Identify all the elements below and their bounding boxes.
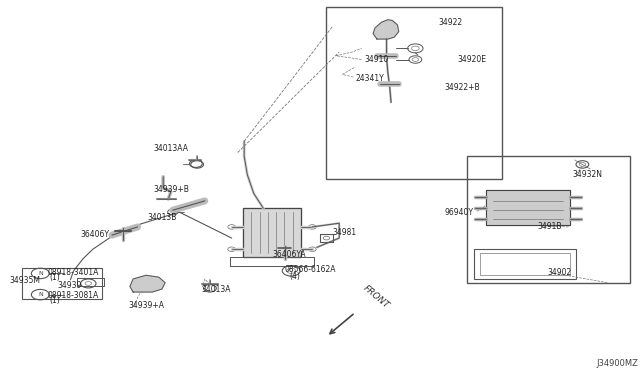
Text: 08566-6162A: 08566-6162A (285, 265, 336, 274)
Text: N: N (38, 271, 43, 276)
Text: N: N (38, 292, 43, 297)
Text: (1): (1) (49, 273, 60, 282)
Text: 34939+B: 34939+B (154, 185, 189, 194)
Text: 36406Y: 36406Y (80, 230, 109, 239)
Text: 34981: 34981 (333, 228, 357, 237)
Text: 34910: 34910 (365, 55, 389, 64)
Text: 34013A: 34013A (202, 285, 231, 294)
Text: 34922+B: 34922+B (445, 83, 481, 92)
Text: 34939: 34939 (58, 281, 82, 290)
Text: 08918-3081A: 08918-3081A (48, 291, 99, 300)
Text: 34932N: 34932N (573, 170, 603, 179)
Text: (4): (4) (289, 272, 300, 280)
Text: 34935M: 34935M (10, 276, 40, 285)
Text: 96940Y: 96940Y (445, 208, 474, 217)
Polygon shape (130, 275, 165, 292)
Bar (480, 253, 570, 275)
Bar (326, 7, 502, 179)
Text: 08918-3401A: 08918-3401A (48, 268, 99, 277)
Text: J34900MZ: J34900MZ (597, 359, 639, 368)
Polygon shape (373, 20, 399, 39)
Text: FRONT: FRONT (362, 284, 391, 311)
Text: 24341Y: 24341Y (355, 74, 384, 83)
Polygon shape (486, 190, 570, 225)
Text: 34939+A: 34939+A (128, 301, 164, 310)
Bar (22, 268, 102, 299)
Bar (474, 249, 576, 279)
Text: 36406YA: 36406YA (272, 250, 306, 259)
Text: 34922: 34922 (438, 18, 463, 27)
Text: 34013AA: 34013AA (154, 144, 189, 153)
Text: 34902: 34902 (547, 268, 572, 277)
Text: (1): (1) (49, 296, 60, 305)
Polygon shape (243, 208, 301, 257)
Bar (467, 156, 630, 283)
Text: 3491B: 3491B (538, 222, 562, 231)
Text: 34013B: 34013B (147, 213, 177, 222)
Text: 34920E: 34920E (458, 55, 486, 64)
